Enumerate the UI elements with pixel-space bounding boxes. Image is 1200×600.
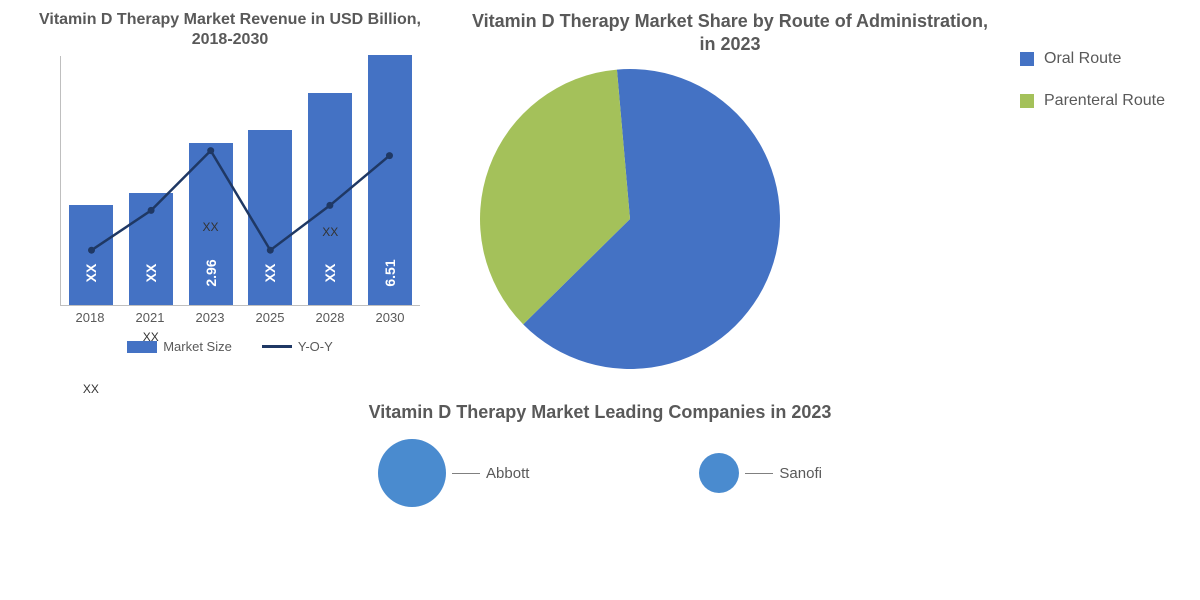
bar-chart-area: XXXXXXXX2.96XXXXXXXX6.51 <box>60 56 420 306</box>
legend-bar-label: Market Size <box>163 339 232 354</box>
bar-top-label: XX <box>83 382 99 396</box>
company-bubble <box>699 453 739 493</box>
bar-x-labels: 2018 2021 2023 2025 2028 2030 <box>60 310 420 325</box>
company-item: Abbott <box>378 439 529 507</box>
pie-legend-label: Oral Route <box>1044 50 1121 68</box>
pie-panel: Vitamin D Therapy Market Share by Route … <box>470 10 1170 376</box>
x-axis-label: 2028 <box>316 310 345 325</box>
pie-legend-item: Parenteral Route <box>1020 92 1165 110</box>
companies-title: Vitamin D Therapy Market Leading Compani… <box>30 402 1170 423</box>
pie-legend-swatch <box>1020 94 1034 108</box>
bar-chart-title: Vitamin D Therapy Market Revenue in USD … <box>30 10 430 50</box>
pie-legend: Oral Route Parenteral Route <box>1020 50 1165 134</box>
pie-title: Vitamin D Therapy Market Share by Route … <box>470 10 990 55</box>
leader-line <box>452 473 480 474</box>
yoy-line <box>61 56 420 305</box>
x-axis-label: 2023 <box>196 310 225 325</box>
bar-legend: Market Size Y-O-Y <box>30 339 430 354</box>
legend-line-label: Y-O-Y <box>298 339 333 354</box>
leader-line <box>745 473 773 474</box>
bar-top-label: XX <box>143 330 159 344</box>
company-bubble <box>378 439 446 507</box>
x-axis-label: 2025 <box>256 310 285 325</box>
companies-row: Abbott Sanofi <box>30 439 1170 507</box>
pie-legend-label: Parenteral Route <box>1044 92 1165 110</box>
company-item: Sanofi <box>699 453 822 493</box>
x-axis-label: 2021 <box>136 310 165 325</box>
x-axis-label: 2018 <box>76 310 105 325</box>
legend-line-swatch <box>262 345 292 348</box>
x-axis-label: 2030 <box>376 310 405 325</box>
company-label: Abbott <box>486 465 529 482</box>
pie-chart <box>470 61 790 371</box>
pie-legend-swatch <box>1020 52 1034 66</box>
bar-chart-panel: Vitamin D Therapy Market Revenue in USD … <box>30 10 430 376</box>
company-label: Sanofi <box>779 465 822 482</box>
pie-legend-item: Oral Route <box>1020 50 1165 68</box>
